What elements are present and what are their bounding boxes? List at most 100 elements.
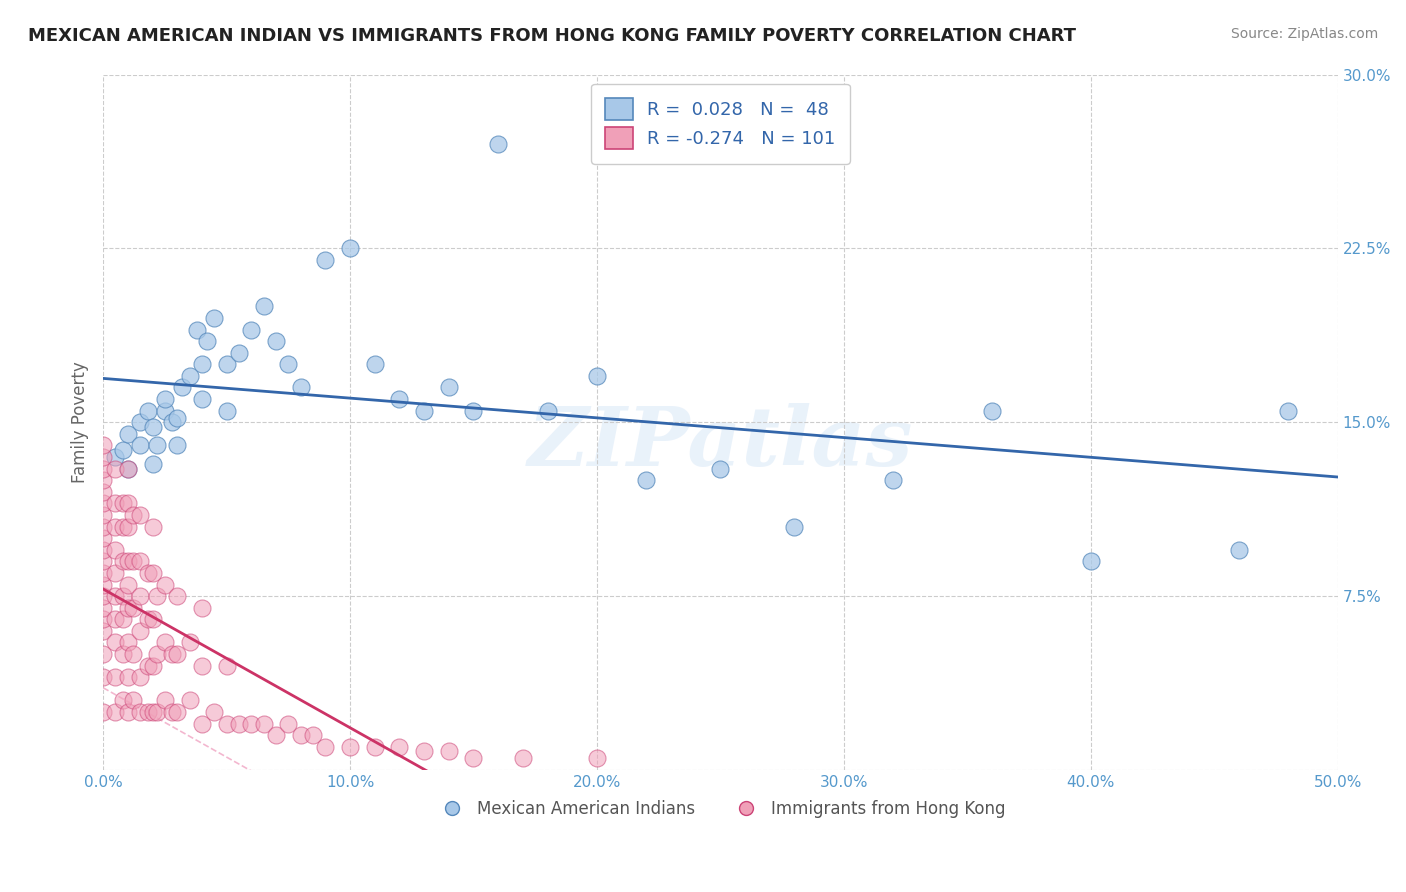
- Point: [104, 461, 127, 475]
- Point: [195, 334, 218, 348]
- Point: [166, 589, 188, 603]
- Point: [104, 519, 127, 533]
- Point: [117, 461, 139, 475]
- Point: [121, 554, 143, 568]
- Point: [104, 589, 127, 603]
- Point: [91, 589, 114, 603]
- Point: [536, 403, 558, 417]
- Point: [104, 705, 127, 719]
- Point: [91, 450, 114, 464]
- Point: [129, 589, 152, 603]
- Point: [186, 322, 208, 336]
- Point: [129, 438, 152, 452]
- Point: [191, 392, 214, 406]
- Point: [162, 647, 184, 661]
- Point: [215, 403, 238, 417]
- Point: [117, 635, 139, 649]
- Point: [981, 403, 1004, 417]
- Point: [364, 357, 387, 371]
- Point: [91, 705, 114, 719]
- Point: [129, 508, 152, 522]
- Point: [117, 670, 139, 684]
- Point: [104, 450, 127, 464]
- Point: [111, 519, 134, 533]
- Point: [141, 457, 163, 471]
- Point: [91, 473, 114, 487]
- Point: [91, 554, 114, 568]
- Point: [129, 554, 152, 568]
- Point: [215, 357, 238, 371]
- Point: [141, 519, 163, 533]
- Point: [104, 542, 127, 557]
- Point: [91, 670, 114, 684]
- Point: [91, 566, 114, 580]
- Point: [586, 751, 609, 765]
- Point: [264, 334, 287, 348]
- Point: [388, 392, 411, 406]
- Point: [179, 635, 201, 649]
- Point: [277, 357, 299, 371]
- Point: [136, 566, 159, 580]
- Point: [117, 705, 139, 719]
- Point: [339, 739, 361, 754]
- Point: [129, 415, 152, 429]
- Point: [121, 693, 143, 707]
- Point: [215, 658, 238, 673]
- Text: ZIPatlas: ZIPatlas: [527, 403, 912, 483]
- Point: [129, 705, 152, 719]
- Legend: Mexican American Indians, Immigrants from Hong Kong: Mexican American Indians, Immigrants fro…: [429, 793, 1012, 824]
- Point: [153, 693, 176, 707]
- Point: [91, 496, 114, 510]
- Point: [121, 600, 143, 615]
- Point: [104, 612, 127, 626]
- Point: [146, 647, 169, 661]
- Point: [636, 473, 658, 487]
- Point: [111, 693, 134, 707]
- Point: [111, 647, 134, 661]
- Point: [141, 658, 163, 673]
- Point: [783, 519, 806, 533]
- Point: [136, 658, 159, 673]
- Text: Source: ZipAtlas.com: Source: ZipAtlas.com: [1230, 27, 1378, 41]
- Point: [162, 415, 184, 429]
- Point: [240, 716, 263, 731]
- Point: [129, 670, 152, 684]
- Point: [111, 496, 134, 510]
- Point: [339, 241, 361, 255]
- Point: [141, 612, 163, 626]
- Point: [111, 443, 134, 458]
- Point: [314, 739, 336, 754]
- Point: [91, 577, 114, 591]
- Point: [91, 519, 114, 533]
- Point: [141, 420, 163, 434]
- Point: [121, 647, 143, 661]
- Point: [153, 635, 176, 649]
- Point: [91, 600, 114, 615]
- Point: [202, 310, 225, 325]
- Y-axis label: Family Poverty: Family Poverty: [72, 361, 89, 483]
- Point: [882, 473, 904, 487]
- Point: [146, 438, 169, 452]
- Point: [136, 612, 159, 626]
- Point: [141, 705, 163, 719]
- Point: [162, 705, 184, 719]
- Point: [91, 647, 114, 661]
- Point: [117, 426, 139, 441]
- Point: [104, 670, 127, 684]
- Point: [252, 299, 274, 313]
- Point: [202, 705, 225, 719]
- Point: [512, 751, 534, 765]
- Point: [264, 728, 287, 742]
- Point: [111, 612, 134, 626]
- Point: [153, 403, 176, 417]
- Point: [166, 438, 188, 452]
- Point: [153, 577, 176, 591]
- Point: [117, 600, 139, 615]
- Point: [91, 542, 114, 557]
- Point: [91, 531, 114, 545]
- Point: [191, 716, 214, 731]
- Point: [1227, 542, 1250, 557]
- Point: [240, 322, 263, 336]
- Point: [104, 496, 127, 510]
- Point: [1080, 554, 1102, 568]
